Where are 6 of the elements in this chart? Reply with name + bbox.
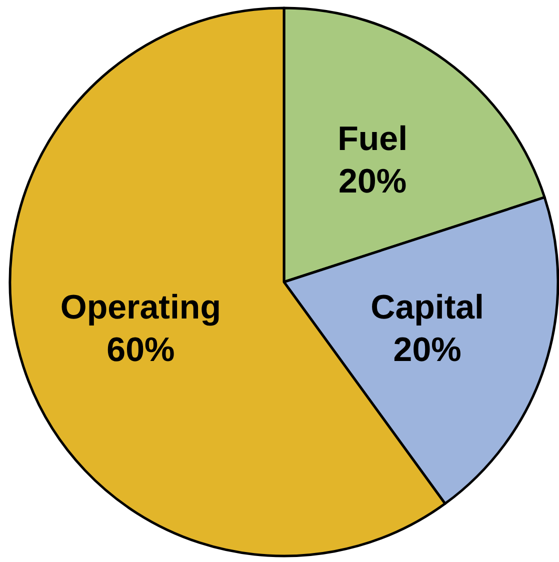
data-label: 20% <box>338 162 407 200</box>
data-label: 20% <box>393 330 462 369</box>
data-label: 60% <box>106 330 175 369</box>
slice-label: Fuel <box>338 120 408 158</box>
slice-label: Operating <box>60 288 221 326</box>
slice-label: Capital <box>370 288 484 326</box>
